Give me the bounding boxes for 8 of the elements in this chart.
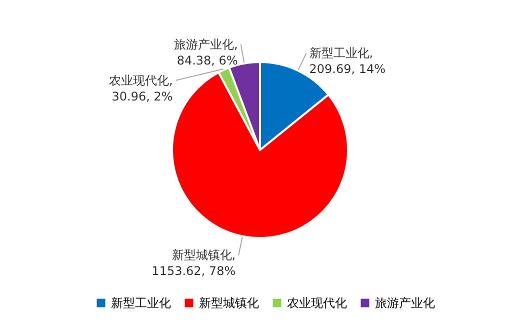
legend-label: 旅游产业化 [375, 296, 435, 310]
legend-label: 新型工业化 [111, 296, 171, 310]
data-label: 旅游产业化, 84.38, 6% [174, 37, 238, 68]
legend-label: 新型城镇化 [199, 296, 259, 310]
data-label: 新型工业化, 209.69, 14% [309, 46, 386, 76]
legend-label: 农业现代化 [287, 296, 347, 310]
data-label: 农业现代化, 30.96, 2% [108, 73, 173, 104]
data-label: 新型城镇化, 1153.62, 78% [152, 248, 236, 278]
